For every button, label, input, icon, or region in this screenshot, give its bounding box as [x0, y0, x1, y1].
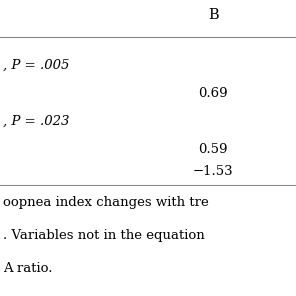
Text: B: B — [208, 8, 218, 22]
Text: 0.69: 0.69 — [198, 87, 228, 100]
Text: , P = .005: , P = .005 — [3, 59, 69, 72]
Text: oopnea index changes with tre: oopnea index changes with tre — [3, 197, 209, 209]
Text: 0.59: 0.59 — [198, 143, 228, 156]
Text: . Variables not in the equation: . Variables not in the equation — [3, 229, 205, 242]
Text: A ratio.: A ratio. — [3, 262, 52, 275]
Text: −1.53: −1.53 — [193, 165, 234, 178]
Text: , P = .023: , P = .023 — [3, 115, 69, 128]
